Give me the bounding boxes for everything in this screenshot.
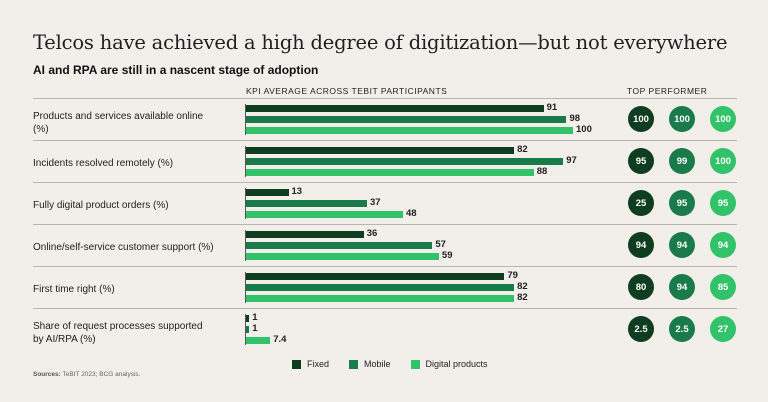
row-divider	[33, 140, 737, 141]
sources-note: Sources: TeBIT 2023; BCG analysis.	[33, 371, 141, 378]
bar-baseline	[245, 272, 246, 303]
bar-mobile	[246, 158, 564, 165]
bar-value-label: 48	[405, 208, 417, 219]
chart-title: Telcos have achieved a high degree of di…	[33, 31, 728, 54]
top-performer-digital: 27	[710, 316, 736, 342]
row-divider	[33, 182, 737, 183]
top-performer-digital: 94	[710, 232, 736, 258]
bar-value-label: 37	[369, 197, 381, 208]
top-performer-fixed: 95	[628, 148, 654, 174]
bar-mobile	[246, 116, 567, 123]
legend-swatch-fixed	[292, 359, 301, 369]
row-label: Products and services available online (…	[33, 111, 204, 135]
top-performer-mobile: 94	[669, 232, 695, 258]
row-divider	[33, 266, 737, 267]
bar-fixed	[246, 315, 250, 322]
bar-digital	[246, 169, 534, 176]
bar-value-label: 7.4	[273, 334, 287, 345]
bar-digital	[246, 211, 403, 218]
bar-value-label: 100	[576, 124, 592, 135]
bar-value-label: 82	[517, 281, 528, 292]
legend: Fixed Mobile Digital products	[292, 359, 488, 369]
row-label: First time right (%)	[33, 284, 115, 295]
top-performer-fixed: 80	[628, 274, 654, 300]
kpi-column-header: KPI AVERAGE ACROSS TEBIT PARTICIPANTS	[246, 86, 448, 96]
top-performer-fixed: 100	[628, 106, 654, 132]
legend-label-mobile: Mobile	[364, 359, 391, 369]
top-performer-fixed: 25	[628, 190, 654, 216]
bar-value-label: 13	[291, 186, 303, 197]
bar-value-label: 82	[517, 292, 528, 303]
bar-mobile	[246, 200, 367, 207]
row-label: Incidents resolved remotely (%)	[33, 158, 174, 169]
row-label: Online/self-service customer support (%)	[33, 242, 214, 253]
bar-value-label: 1	[252, 323, 258, 334]
top-performer-fixed: 2.5	[628, 316, 654, 342]
bar-baseline	[245, 104, 246, 135]
top-performer-mobile: 2.5	[669, 316, 695, 342]
legend-item-fixed: Fixed	[292, 359, 329, 369]
bar-fixed	[246, 105, 544, 112]
bar-baseline	[245, 188, 246, 219]
bar-value-label: 36	[366, 228, 378, 239]
bar-baseline	[245, 230, 246, 261]
row-divider	[33, 224, 737, 225]
bar-value-label: 82	[517, 144, 528, 155]
legend-label-digital: Digital products	[425, 359, 488, 369]
top-performer-mobile: 94	[669, 274, 695, 300]
bar-value-label: 88	[536, 166, 548, 177]
top-performer-digital: 85	[710, 274, 736, 300]
legend-item-digital: Digital products	[410, 359, 488, 369]
top-performer-fixed: 94	[628, 232, 654, 258]
bar-baseline	[245, 146, 246, 177]
top-performer-mobile: 99	[669, 148, 695, 174]
bar-value-label: 97	[566, 155, 577, 166]
top-performer-column-header: TOP PERFORMER	[627, 86, 708, 96]
row-divider	[33, 308, 737, 309]
bar-fixed	[246, 231, 364, 238]
bar-fixed	[246, 273, 505, 280]
bar-baseline	[245, 314, 246, 345]
bar-fixed	[246, 147, 515, 154]
top-performer-mobile: 100	[669, 106, 695, 132]
bar-value-label: 57	[435, 239, 446, 250]
bar-digital	[246, 337, 271, 344]
bar-value-label: 91	[546, 102, 558, 113]
top-performer-digital: 95	[710, 190, 736, 216]
legend-swatch-mobile	[349, 359, 359, 369]
bar-digital	[246, 295, 515, 302]
legend-item-mobile: Mobile	[349, 359, 391, 369]
top-performer-mobile: 95	[669, 190, 695, 216]
bar-value-label: 59	[441, 250, 453, 261]
bar-mobile	[246, 242, 433, 249]
bar-value-label: 1	[252, 312, 258, 323]
bar-mobile	[246, 284, 515, 291]
bar-mobile	[246, 326, 250, 333]
top-performer-digital: 100	[710, 106, 736, 132]
row-label: Share of request processes supported by …	[33, 321, 203, 345]
chart-subtitle: AI and RPA are still in a nascent stage …	[33, 63, 319, 77]
bar-digital	[246, 127, 573, 134]
bar-value-label: 98	[569, 113, 581, 124]
row-label: Fully digital product orders (%)	[33, 200, 169, 211]
bar-value-label: 79	[507, 270, 518, 281]
bar-fixed	[246, 189, 289, 196]
bar-digital	[246, 253, 439, 260]
legend-label-fixed: Fixed	[307, 359, 330, 369]
top-performer-digital: 100	[710, 148, 736, 174]
row-divider	[33, 98, 737, 99]
legend-swatch-digital	[410, 359, 420, 369]
